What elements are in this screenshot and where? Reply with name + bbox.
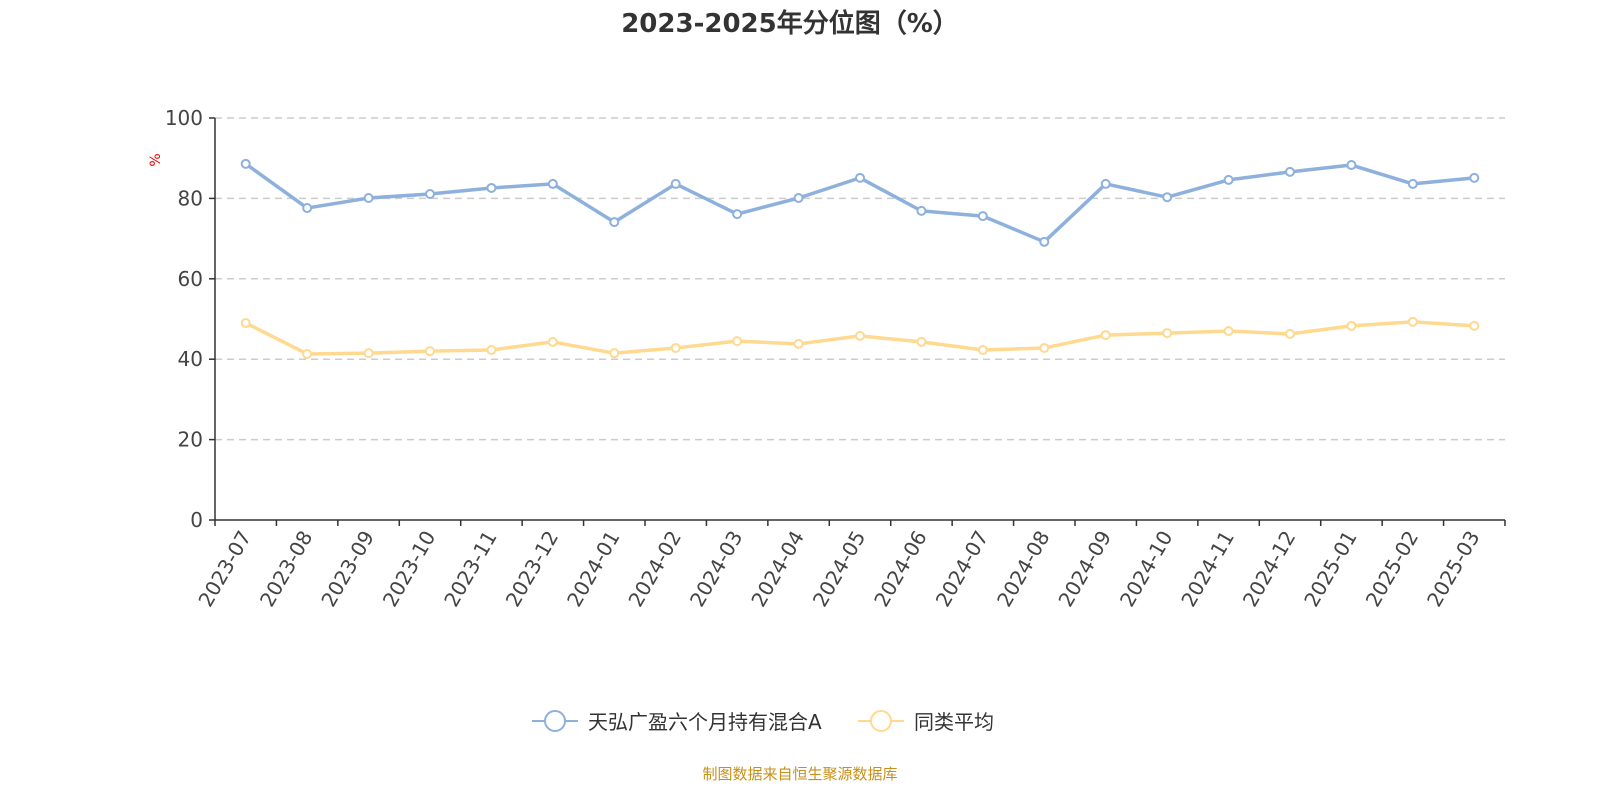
- y-tick-label: 80: [178, 186, 203, 210]
- x-tick-label: 2024-10: [1115, 527, 1178, 611]
- x-tick-label: 2023-07: [193, 527, 256, 611]
- legend-marker-0: [544, 710, 566, 732]
- data-point: [547, 336, 558, 347]
- data-point: [670, 342, 681, 353]
- data-point: [732, 209, 743, 220]
- data-point: [1039, 342, 1050, 353]
- x-tick-label: 2024-05: [808, 527, 871, 611]
- data-point: [1407, 178, 1418, 189]
- legend-label-1: 同类平均: [914, 710, 994, 734]
- x-tick-label: 2025-03: [1422, 527, 1485, 611]
- y-tick-label: 40: [178, 347, 203, 371]
- data-point: [855, 172, 865, 183]
- x-tick-label: 2024-09: [1053, 527, 1116, 611]
- data-point: [486, 344, 497, 355]
- data-point: [1469, 320, 1480, 331]
- data-point: [486, 182, 497, 193]
- data-point: [1100, 178, 1111, 189]
- data-point: [609, 217, 620, 228]
- data-point: [1039, 236, 1050, 247]
- legend: 天弘广盈六个月持有混合A 同类平均: [532, 710, 994, 734]
- legend-marker-1: [870, 710, 892, 732]
- data-point: [425, 346, 435, 357]
- x-tick-label: 2025-02: [1361, 527, 1424, 611]
- x-tick-label: 2024-04: [746, 527, 809, 611]
- legend-label-0: 天弘广盈六个月持有混合A: [588, 710, 822, 734]
- x-tick-label: 2023-10: [378, 527, 441, 611]
- data-point: [1100, 330, 1111, 341]
- x-tick-label: 2024-02: [623, 527, 686, 611]
- data-point: [1285, 166, 1295, 177]
- grid-lines: [215, 117, 1505, 441]
- x-tick-label: 2024-06: [869, 527, 932, 611]
- y-tick-label: 0: [190, 508, 203, 532]
- data-point: [1346, 320, 1357, 331]
- x-tick-label: 2023-11: [439, 527, 502, 611]
- data-point: [916, 205, 927, 216]
- data-point: [1162, 328, 1173, 339]
- series-group: [240, 158, 1480, 359]
- data-point: [855, 330, 865, 341]
- data-point: [916, 336, 927, 347]
- data-point: [240, 318, 251, 329]
- data-point: [732, 336, 743, 347]
- data-point: [609, 348, 620, 359]
- x-tick-label: 2024-12: [1238, 527, 1301, 611]
- data-point: [1223, 174, 1234, 185]
- x-tick-label: 2024-07: [931, 527, 994, 611]
- x-tick-label: 2023-12: [501, 527, 564, 611]
- y-tick-label: 100: [165, 106, 203, 130]
- data-point: [793, 192, 804, 203]
- data-point: [1285, 328, 1295, 339]
- data-source-note: 制图数据来自恒生聚源数据库: [702, 765, 897, 783]
- axes: 0 20 40 60 80 100 2023-072023-082023-092023-10…: [165, 106, 1506, 611]
- data-point: [302, 348, 313, 359]
- data-point: [1223, 326, 1234, 337]
- data-point: [670, 178, 681, 189]
- x-tick-label: 2024-11: [1176, 527, 1239, 611]
- x-tick-label: 2025-01: [1299, 527, 1362, 611]
- data-point: [1162, 192, 1173, 203]
- data-point: [425, 188, 435, 199]
- data-point: [1407, 316, 1418, 327]
- y-axis-label: %: [148, 153, 164, 166]
- data-point: [977, 211, 988, 222]
- data-point: [1346, 160, 1357, 171]
- x-tick-label: 2024-01: [562, 527, 625, 611]
- y-tick-label: 20: [178, 428, 203, 452]
- x-tick-label: 2023-08: [255, 527, 318, 611]
- data-point: [793, 338, 804, 349]
- x-tick-label: 2023-09: [316, 527, 379, 611]
- data-point: [240, 158, 251, 169]
- data-point: [977, 344, 988, 355]
- chart-title: 2023-2025年分位图（%）: [621, 8, 959, 39]
- x-tick-label: 2024-08: [992, 527, 1055, 611]
- data-point: [302, 203, 313, 214]
- data-point: [363, 348, 374, 359]
- data-point: [363, 192, 374, 203]
- data-point: [547, 178, 558, 189]
- y-tick-label: 60: [178, 267, 203, 291]
- data-point: [1469, 172, 1480, 183]
- x-tick-label: 2024-03: [685, 527, 748, 611]
